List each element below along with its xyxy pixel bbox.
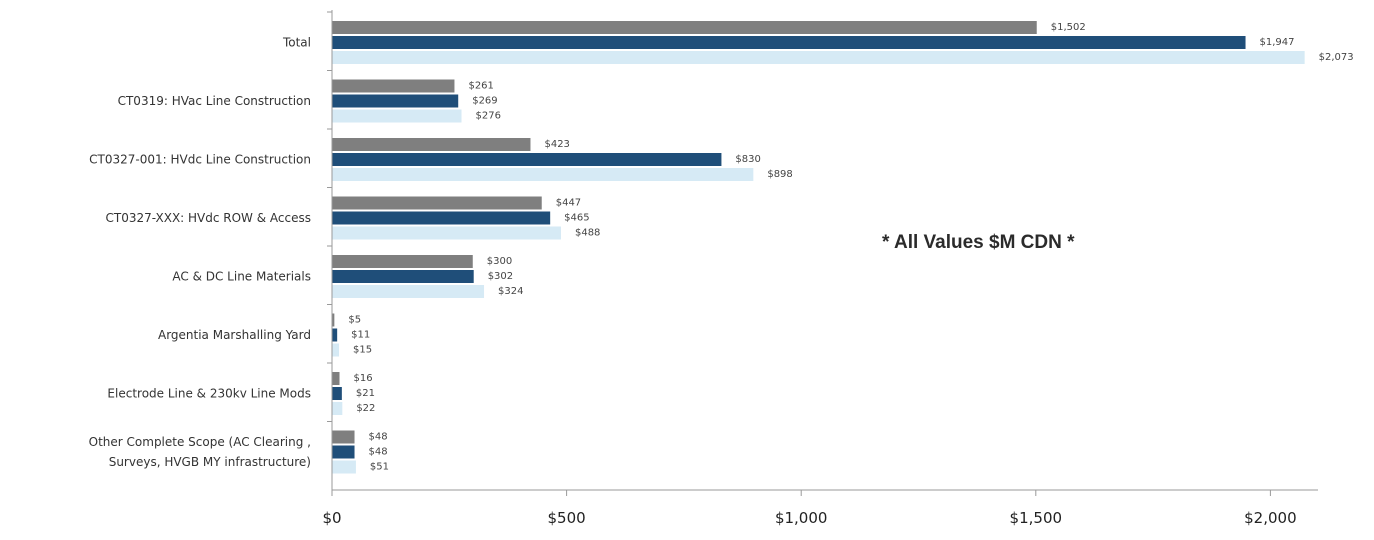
bar: [332, 372, 340, 385]
x-tick-label: $1,500: [1010, 509, 1063, 527]
x-tick-label: $2,000: [1244, 509, 1297, 527]
data-label: $5: [348, 315, 361, 326]
data-label: $423: [544, 139, 569, 150]
data-label: $447: [556, 198, 581, 209]
bar: [332, 445, 355, 459]
bar: [332, 51, 1305, 64]
data-label: $261: [468, 81, 493, 92]
bar: [332, 168, 754, 181]
bar: [332, 270, 474, 283]
bar: [332, 460, 356, 474]
category-label: Electrode Line & 230kv Line Mods: [107, 387, 311, 401]
data-label: $830: [735, 154, 760, 165]
data-label: $1,947: [1260, 37, 1295, 48]
data-label: $302: [488, 271, 513, 282]
bar: [332, 328, 338, 342]
bar: [332, 94, 459, 108]
x-tick-label: $1,000: [775, 509, 828, 527]
data-label: $11: [351, 330, 370, 341]
data-label: $51: [370, 462, 389, 473]
data-label: $269: [472, 96, 497, 107]
bar: [332, 138, 531, 151]
bar: [332, 255, 473, 268]
chart-annotation: * All Values $M CDN *: [882, 232, 1075, 253]
data-label: $22: [356, 403, 375, 414]
data-label: $15: [353, 345, 372, 356]
bar: [332, 226, 561, 240]
data-label: $898: [767, 169, 792, 180]
category-label: Other Complete Scope (AC Clearing , Surve…: [89, 435, 311, 469]
data-label: $324: [498, 286, 523, 297]
category-label: Argentia Marshalling Yard: [158, 328, 311, 342]
category-label: AC & DC Line Materials: [172, 270, 311, 284]
category-label: CT0327-XXX: HVdc ROW & Access: [106, 211, 311, 225]
x-axis: $0 $500 $1,000 $1,500 $2,000: [322, 10, 1318, 527]
value-labels-group: $1,502 $1,947 $2,073 $261 $269 $276 $423 $830 $8…: [348, 22, 1353, 473]
data-label: $16: [354, 373, 373, 384]
bar: [332, 285, 485, 298]
bar: [332, 36, 1246, 49]
data-label: $21: [356, 388, 375, 399]
x-tick-label: $0: [322, 509, 341, 527]
bar: [332, 21, 1037, 34]
category-labels-group: Total CT0319: HVac Line Construction CT032…: [89, 36, 311, 470]
bar: [332, 402, 343, 415]
data-label: $48: [369, 447, 388, 458]
data-label: $300: [487, 256, 512, 267]
category-label: CT0327-001: HVdc Line Construction: [89, 153, 311, 167]
bar: [332, 109, 462, 123]
bar: [332, 153, 722, 166]
category-label: Total: [282, 36, 311, 50]
bar: [332, 79, 455, 93]
category-label: CT0319: HVac Line Construction: [118, 94, 311, 108]
data-label: $465: [564, 213, 589, 224]
data-label: $488: [575, 228, 600, 239]
data-label: $1,502: [1051, 22, 1086, 33]
data-label: $48: [369, 432, 388, 443]
bar: [332, 313, 335, 327]
bars-group: [332, 21, 1305, 474]
bar: [332, 211, 551, 225]
data-label: $2,073: [1319, 52, 1354, 63]
x-tick-label: $500: [548, 509, 586, 527]
bar: [332, 196, 542, 210]
bar: [332, 343, 340, 357]
data-label: $276: [475, 111, 500, 122]
bar: [332, 430, 355, 444]
bar: [332, 387, 342, 400]
